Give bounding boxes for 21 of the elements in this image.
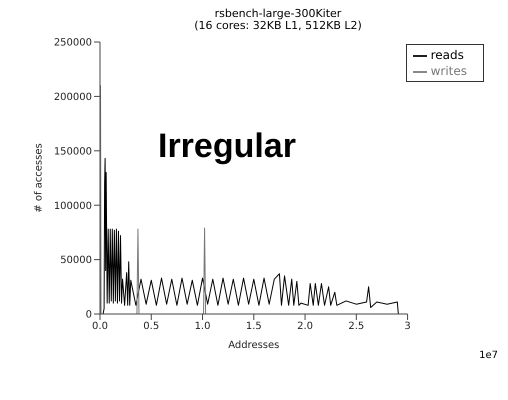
x-tick-label: 2.0	[297, 321, 314, 332]
x-tick-label: 0.0	[92, 321, 108, 332]
y-tick-label: 50000	[60, 255, 92, 266]
y-tick-label: 150000	[54, 146, 92, 158]
x-axis-title: Addresses	[228, 340, 280, 351]
y-tick-label: 250000	[54, 38, 92, 49]
y-tick-label: 200000	[54, 92, 92, 103]
y-tick-label: 0	[86, 310, 92, 321]
legend-label: reads	[430, 48, 464, 62]
x-tick-label: 1.0	[194, 321, 210, 332]
y-tick-label: 100000	[54, 200, 92, 212]
y-axis-title: # of accesses	[34, 143, 45, 213]
legend-label: writes	[430, 64, 467, 78]
chart-subtitle: (16 cores: 32KB L1, 512KB L2)	[193, 19, 363, 32]
text: 1e7	[479, 350, 498, 361]
annotation: Irregular	[158, 127, 296, 166]
x-tick-label: 0.5	[143, 321, 160, 332]
x-tick-label: 3	[404, 321, 411, 332]
x-tick-label: 2.5	[348, 321, 364, 332]
chart-title: rsbench-large-300Kiter	[214, 7, 342, 20]
x-tick-label: 1.5	[246, 321, 262, 332]
